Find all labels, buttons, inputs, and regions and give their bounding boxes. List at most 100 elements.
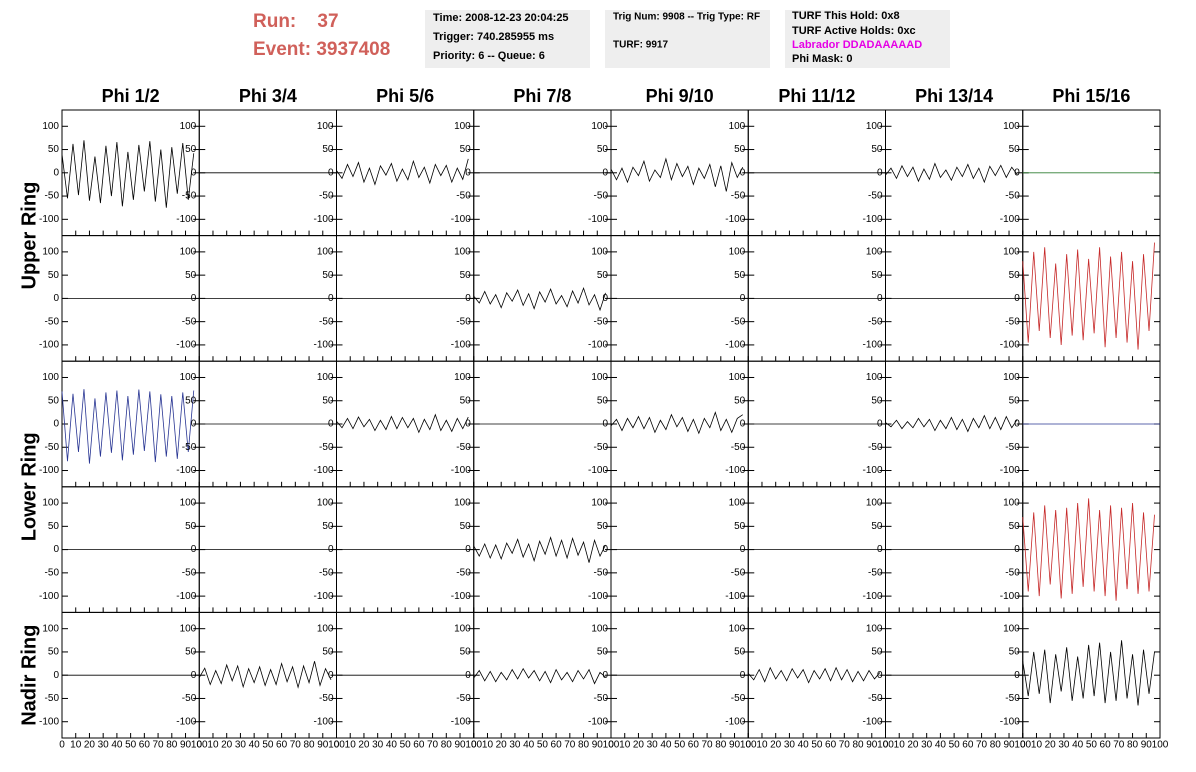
waveform: [473, 536, 606, 563]
y-tick-label: 50: [48, 144, 60, 155]
x-tick-label: 80: [441, 740, 453, 751]
y-tick-label: -50: [868, 567, 883, 578]
y-tick-label: -100: [862, 716, 882, 727]
x-tick-label: 40: [249, 740, 261, 751]
y-tick-label: 100: [180, 121, 197, 132]
y-tick-label: -50: [731, 567, 746, 578]
y-tick-label: 0: [53, 167, 59, 178]
x-tick-label: 90: [317, 740, 329, 751]
x-tick-label: 30: [372, 740, 384, 751]
x-tick-label: 60: [276, 740, 288, 751]
y-tick-label: 50: [871, 647, 883, 658]
y-tick-label: -50: [45, 191, 60, 202]
y-tick-label: -100: [39, 465, 59, 476]
waveform: [336, 413, 469, 434]
y-tick-label: 100: [317, 247, 334, 258]
y-tick-label: 0: [465, 167, 471, 178]
x-tick-label: 80: [303, 740, 315, 751]
y-tick-label: 50: [185, 144, 197, 155]
column-label: Phi 9/10: [646, 86, 714, 106]
y-tick-label: 100: [180, 372, 197, 383]
x-tick-label: 100: [1152, 740, 1169, 751]
y-tick-label: 100: [454, 498, 471, 509]
x-tick-label: 50: [125, 740, 137, 751]
y-tick-label: -100: [313, 716, 333, 727]
waveform: [885, 414, 1018, 433]
y-tick-label: -100: [176, 716, 196, 727]
y-tick-label: -100: [588, 465, 608, 476]
y-tick-label: 50: [460, 647, 472, 658]
x-tick-label: 10: [619, 740, 631, 751]
y-tick-label: -100: [1000, 465, 1020, 476]
y-tick-label: 50: [871, 521, 883, 532]
x-tick-label: 70: [839, 740, 851, 751]
y-tick-label: 100: [42, 121, 59, 132]
y-tick-label: -50: [319, 442, 334, 453]
x-tick-label: 70: [976, 740, 988, 751]
y-tick-label: 100: [454, 247, 471, 258]
y-tick-label: 0: [191, 167, 197, 178]
y-tick-label: 50: [1009, 270, 1021, 281]
x-tick-label: 60: [962, 740, 974, 751]
y-tick-label: 0: [602, 293, 608, 304]
y-tick-label: 100: [866, 372, 883, 383]
x-tick-label: 100: [328, 740, 345, 751]
x-tick-label: 30: [98, 740, 110, 751]
y-tick-label: 50: [734, 270, 746, 281]
column-label: Phi 15/16: [1052, 86, 1130, 106]
x-tick-label: 10: [894, 740, 906, 751]
x-tick-label: 90: [1003, 740, 1015, 751]
y-tick-label: 0: [1014, 167, 1020, 178]
y-tick-label: -50: [1005, 191, 1020, 202]
y-tick-label: -100: [39, 340, 59, 351]
x-tick-label: 0: [334, 740, 340, 751]
x-tick-label: 40: [935, 740, 947, 751]
y-tick-label: 50: [185, 395, 197, 406]
x-tick-label: 60: [825, 740, 837, 751]
y-tick-label: -100: [313, 591, 333, 602]
x-tick-label: 80: [852, 740, 864, 751]
y-tick-label: -50: [868, 191, 883, 202]
y-tick-label: 0: [328, 419, 334, 430]
y-tick-label: 50: [48, 395, 60, 406]
y-tick-label: 100: [42, 498, 59, 509]
x-tick-label: 30: [235, 740, 247, 751]
y-tick-label: -50: [868, 442, 883, 453]
y-tick-label: 50: [48, 647, 60, 658]
y-tick-label: 0: [328, 167, 334, 178]
y-tick-label: -50: [456, 693, 471, 704]
y-tick-label: -50: [45, 316, 60, 327]
y-tick-label: -50: [319, 191, 334, 202]
x-tick-label: 30: [509, 740, 521, 751]
y-tick-label: -100: [39, 214, 59, 225]
x-tick-label: 20: [1045, 740, 1057, 751]
y-tick-label: -100: [862, 340, 882, 351]
y-tick-label: 100: [866, 121, 883, 132]
y-tick-label: -50: [182, 316, 197, 327]
y-tick-label: -100: [725, 591, 745, 602]
y-tick-label: -50: [319, 693, 334, 704]
y-tick-label: -50: [731, 693, 746, 704]
waveform: [1022, 242, 1155, 350]
y-tick-label: 100: [591, 498, 608, 509]
y-tick-label: -50: [182, 567, 197, 578]
y-tick-label: -100: [451, 465, 471, 476]
y-tick-label: 100: [729, 372, 746, 383]
x-tick-label: 10: [207, 740, 219, 751]
waveform: [610, 157, 744, 192]
info-line: TURF Active Holds: 0xc: [792, 25, 916, 37]
waveform: [885, 162, 1018, 184]
y-tick-label: -50: [731, 442, 746, 453]
x-tick-label: 100: [1014, 740, 1031, 751]
y-tick-label: -100: [588, 716, 608, 727]
x-tick-label: 60: [413, 740, 425, 751]
x-tick-label: 90: [592, 740, 604, 751]
y-tick-label: 50: [597, 270, 609, 281]
y-tick-label: 0: [191, 670, 197, 681]
x-tick-label: 80: [715, 740, 727, 751]
y-tick-label: -50: [1005, 316, 1020, 327]
y-tick-label: 100: [1003, 247, 1020, 258]
y-tick-label: -50: [731, 191, 746, 202]
y-tick-label: -100: [313, 340, 333, 351]
